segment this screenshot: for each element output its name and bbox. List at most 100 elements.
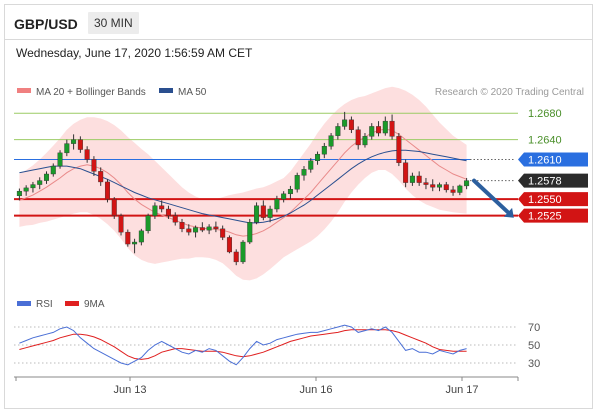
bollinger-band-area bbox=[19, 86, 467, 281]
rsi-tick-30: 30 bbox=[528, 358, 540, 370]
rsi-ma-legend-label: 9MA bbox=[84, 299, 105, 310]
candle-body bbox=[152, 205, 158, 216]
candle-body bbox=[125, 231, 131, 245]
candle-body bbox=[403, 162, 409, 183]
ma20-legend-label: MA 20 + Bollinger Bands bbox=[36, 87, 146, 98]
candle-body bbox=[91, 159, 97, 172]
candle-body bbox=[43, 173, 49, 181]
candle-body bbox=[287, 188, 293, 195]
candle-body bbox=[267, 208, 273, 218]
candle-body bbox=[111, 198, 117, 216]
bollinger-band bbox=[19, 86, 467, 281]
candle-body bbox=[416, 175, 422, 183]
candle-body bbox=[437, 184, 443, 188]
candle-body bbox=[138, 230, 144, 243]
x-tick-label-0: Jun 13 bbox=[113, 384, 146, 396]
candle-body bbox=[206, 226, 212, 231]
rsi-line bbox=[19, 324, 467, 366]
candle-body bbox=[186, 228, 192, 233]
level-label-1.2550: 1.2550 bbox=[528, 194, 562, 206]
price-legend: MA 20 + Bollinger Bands MA 50 Research ©… bbox=[17, 87, 584, 98]
candle-body bbox=[132, 241, 138, 245]
level-label-1.2640: 1.2640 bbox=[528, 135, 562, 147]
forecast-arrow-shaft bbox=[472, 178, 510, 215]
level-tag-1.2610 bbox=[518, 152, 588, 167]
rsi-legend-swatch bbox=[17, 301, 31, 306]
candle-body bbox=[274, 198, 280, 210]
symbol-label: GBP/USD bbox=[14, 16, 78, 32]
rsi-ma-legend-swatch bbox=[65, 301, 79, 306]
chart-header: GBP/USD 30 MIN bbox=[4, 4, 593, 40]
candle-body bbox=[260, 205, 266, 218]
candle-body bbox=[464, 180, 470, 187]
candle-body bbox=[98, 171, 104, 183]
candle-body bbox=[118, 215, 124, 233]
candle-body bbox=[376, 126, 382, 134]
candle-body bbox=[172, 215, 178, 223]
candle-body bbox=[159, 205, 165, 210]
candle-body bbox=[193, 227, 199, 233]
ma50-legend-label: MA 50 bbox=[178, 87, 207, 98]
candle-body bbox=[23, 187, 29, 192]
candle-body bbox=[226, 237, 232, 253]
candle-body bbox=[165, 208, 171, 216]
candle-body bbox=[443, 184, 449, 191]
candle-body bbox=[409, 175, 415, 183]
candle-body bbox=[450, 189, 456, 193]
candle-body bbox=[50, 165, 56, 175]
level-tag-1.2550 bbox=[518, 192, 588, 207]
candle-body bbox=[240, 241, 246, 263]
candle-body bbox=[37, 180, 43, 185]
price-levels bbox=[14, 112, 518, 217]
candle-body bbox=[84, 149, 90, 160]
x-tick-label-2: Jun 17 bbox=[445, 384, 478, 396]
candle-body bbox=[294, 175, 300, 190]
candle-body bbox=[335, 126, 341, 136]
datetime-label: Wednesday, June 17, 2020 1:56:59 AM CET bbox=[16, 46, 253, 60]
candle-body bbox=[233, 251, 239, 263]
candle-body bbox=[382, 120, 388, 134]
ma20-legend-swatch bbox=[17, 88, 31, 93]
rsi-tick-70: 70 bbox=[528, 322, 540, 334]
candle-body bbox=[396, 136, 402, 163]
candle-body bbox=[328, 135, 334, 147]
level-tag-1.2525 bbox=[518, 208, 588, 223]
candle-body bbox=[308, 160, 314, 170]
candle-body bbox=[77, 139, 83, 150]
level-label-1.2680: 1.2680 bbox=[528, 108, 562, 120]
candle-body bbox=[220, 228, 226, 238]
candle-body bbox=[57, 152, 63, 167]
candle-body bbox=[321, 146, 327, 155]
level-label-1.2525: 1.2525 bbox=[528, 211, 562, 223]
candle-body bbox=[179, 222, 185, 230]
credit-label: Research © 2020 Trading Central bbox=[435, 87, 584, 98]
candle-body bbox=[213, 226, 219, 230]
candle-body bbox=[430, 184, 436, 188]
candle-body bbox=[457, 185, 463, 193]
candle-body bbox=[254, 205, 260, 223]
candle-body bbox=[348, 119, 354, 130]
candle-body bbox=[342, 119, 348, 127]
candle-body bbox=[199, 227, 205, 231]
x-tick-label-1: Jun 16 bbox=[299, 384, 332, 396]
candle-body bbox=[247, 222, 253, 243]
x-axis: Jun 13 Jun 16 Jun 17 bbox=[14, 376, 519, 396]
rsi-legend: RSI 9MA bbox=[17, 299, 105, 310]
candle-body bbox=[104, 181, 110, 200]
level-label-1.2610: 1.2610 bbox=[528, 154, 562, 166]
rsi-panel: 70 50 30 bbox=[14, 322, 540, 370]
timeframe-button[interactable]: 30 MIN bbox=[88, 12, 139, 34]
ma50-legend-swatch bbox=[159, 88, 173, 93]
candle-body bbox=[71, 139, 77, 144]
candle-body bbox=[389, 120, 395, 137]
candle-body bbox=[362, 136, 368, 146]
price-labels: 1.2680 1.2640 1.2610 1.2578 1.2550 1.2525 bbox=[472, 108, 588, 223]
candle-body bbox=[30, 184, 36, 189]
candle-body bbox=[423, 182, 429, 185]
candle-body bbox=[64, 143, 70, 154]
candle-body bbox=[369, 126, 375, 137]
candle-body bbox=[355, 129, 361, 146]
level-tag-1.2578 bbox=[518, 173, 588, 188]
rsi-tick-50: 50 bbox=[528, 340, 540, 352]
